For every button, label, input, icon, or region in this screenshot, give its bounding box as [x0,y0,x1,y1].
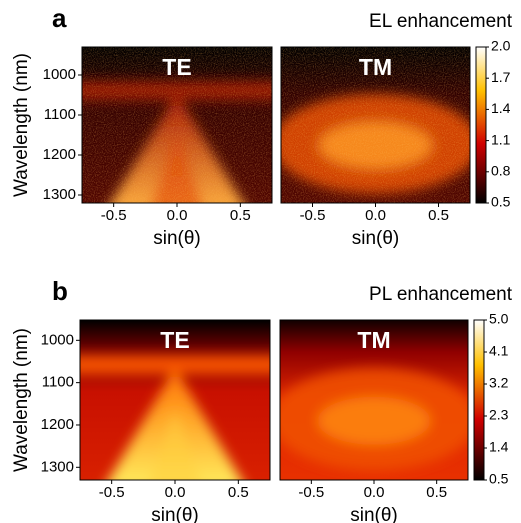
y-tick-label: 1100 [42,374,74,391]
x-tick-label: 0.0 [165,484,186,501]
heatmap-image [80,320,270,480]
subplot-title: TE [160,327,189,353]
x-tick-label: 0.5 [428,207,449,224]
noise [82,47,272,203]
y-tick-label: 1300 [41,458,74,475]
y-tick-label: 1200 [43,146,76,163]
x-tick-label: 0.0 [364,484,385,501]
colorbar-tick-label: 3.2 [489,375,509,391]
colorbar-tick-label: 0.5 [489,471,509,487]
x-tick-label: -0.5 [298,484,324,501]
colorbar-tick-label: 2.3 [489,407,509,423]
x-axis-label: sin(θ) [151,505,199,523]
colorbar-tick-label: 1.4 [491,100,511,116]
y-tick-label: 1000 [43,66,76,83]
heatmap-image [82,47,272,203]
colorbar-tick-label: 1.7 [491,69,511,85]
band [80,355,270,375]
x-tick-label: 0.5 [426,484,447,501]
heatmap-image [280,320,468,480]
y-axis-label: Wavelength (nm) [11,53,32,197]
panel-title: EL enhancement [369,11,513,32]
x-tick-label: 0.5 [228,484,249,501]
subplot-title: TM [359,54,392,80]
x-tick-label: -0.5 [300,207,326,224]
y-tick-label: 1200 [41,416,74,433]
colorbar-tick-label: 0.5 [491,194,511,210]
x-tick-label: 0.5 [230,207,251,224]
colorbar-tick-label: 1.1 [491,131,511,147]
y-tick-label: 1000 [41,331,74,348]
y-tick-label: 1100 [44,106,76,123]
heatmap-features [80,355,270,480]
x-axis-label: sin(θ) [153,228,201,249]
colorbar-tick-label: 2.0 [491,38,511,54]
panel-label: b [52,276,68,306]
heatmap-image [281,47,470,203]
colorbar [473,319,485,481]
wedge-core [149,408,201,480]
colorbar-tick-label: 5.0 [489,311,509,327]
panel-label: a [52,3,67,33]
subplot-title: TE [162,54,191,80]
panel: b PL enhancement TE -0.5 0.0 0.5 sin(θ) 1000 110… [11,276,513,523]
x-axis-label: sin(θ) [350,505,398,523]
colorbar-tick-label: 4.1 [489,343,509,359]
x-tick-label: 0.0 [365,207,386,224]
panel: a EL enhancement TE -0.5 0.0 0.5 sin(θ) 1000 110… [11,3,513,249]
colorbar-tick-label: 1.4 [489,439,509,455]
y-axis-label: Wavelength (nm) [11,328,32,472]
colorbar [475,46,487,204]
x-tick-label: -0.5 [101,207,127,224]
noise [281,47,470,203]
x-tick-label: -0.5 [99,484,125,501]
colorbar-tick-label: 0.8 [491,163,511,179]
heatmap-features [280,368,468,471]
mode-core [317,396,431,445]
y-tick-label: 1300 [43,186,76,203]
subplot-title: TM [357,327,390,353]
x-axis-label: sin(θ) [352,228,400,249]
x-tick-label: 0.0 [167,207,188,224]
panel-title: PL enhancement [369,284,513,305]
